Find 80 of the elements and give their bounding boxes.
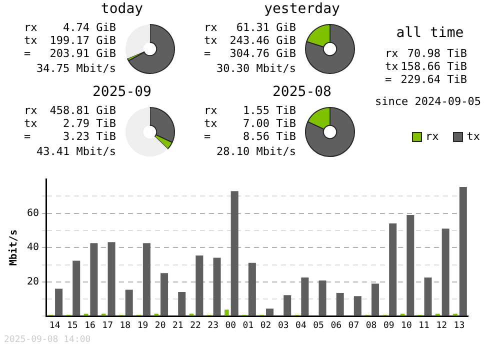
text: 43.41 Mbit/s	[36, 144, 116, 158]
bar	[72, 260, 80, 316]
bar	[90, 243, 98, 316]
chart-title: 2025-08	[271, 84, 332, 100]
x-tick-label: 18	[120, 320, 131, 331]
text: rx 4.74 GiB	[24, 21, 116, 34]
text: = 8.56 TiB	[204, 130, 296, 143]
x-tick-label: 00	[225, 320, 236, 331]
text: 28.10 Mbit/s	[216, 144, 296, 158]
text: rx 61.31 GiB	[204, 21, 296, 34]
x-tick-label: 11	[418, 320, 430, 331]
text: 34.75 Mbit/s	[36, 62, 116, 75]
bar	[196, 255, 204, 316]
text: = 304.76 GiB	[204, 47, 296, 60]
bar	[248, 262, 256, 316]
text: since 2024-09-05	[375, 94, 481, 108]
bar	[284, 295, 292, 316]
legend-label: rx	[426, 130, 439, 143]
bar	[459, 187, 467, 316]
chart-title: yesterday	[263, 1, 341, 17]
x-tick-label: 09	[383, 320, 394, 331]
x-tick-label: 12	[436, 320, 448, 331]
text: rx 70.98 TiB	[384, 47, 467, 60]
text: tx 158.66 TiB	[384, 60, 467, 73]
text: 30.30 Mbit/s	[216, 62, 296, 75]
x-tick-label: 15	[66, 320, 78, 331]
bar	[142, 243, 150, 316]
text: tx 199.17 GiB	[23, 34, 116, 47]
x-tick-label: 07	[348, 320, 360, 331]
bar	[424, 277, 432, 316]
x-tick-label: 19	[137, 320, 148, 331]
bar	[224, 310, 229, 316]
y-tick-label: 40	[26, 242, 40, 254]
x-tick-label: 03	[278, 320, 289, 331]
text: rx 1.55 TiB	[204, 104, 296, 117]
x-tick-label: 06	[330, 320, 342, 331]
text: tx 243.46 GiB	[203, 34, 296, 47]
text: tx 2.79 TiB	[24, 116, 116, 130]
bar	[230, 191, 238, 316]
x-tick-label: 10	[401, 320, 412, 331]
x-tick-label: 16	[84, 320, 96, 331]
y-axis-title: Mbit/s	[8, 230, 20, 266]
bar	[318, 280, 326, 316]
x-tick-label: 17	[102, 320, 113, 331]
text: = 203.91 GiB	[24, 47, 116, 60]
x-tick-label: 21	[172, 320, 184, 331]
x-tick-label: 02	[260, 320, 272, 331]
chart-title: 2025-09	[91, 84, 152, 100]
bar	[213, 258, 221, 316]
legend-label: tx	[466, 130, 480, 143]
chart-title: today	[100, 1, 144, 17]
x-tick-label: 08	[366, 320, 377, 331]
x-tick-label: 04	[296, 320, 306, 331]
bar	[336, 293, 344, 316]
bar	[125, 290, 133, 316]
text: all time	[395, 25, 465, 41]
bar	[389, 223, 397, 316]
x-tick-label: 13	[454, 320, 465, 331]
text: = 229.64 TiB	[384, 73, 467, 86]
bar	[160, 273, 168, 316]
text: tx 7.00 TiB	[204, 116, 296, 130]
y-tick-label: 60	[26, 208, 40, 219]
bar	[266, 308, 274, 316]
bar	[442, 228, 450, 316]
bar	[178, 292, 186, 316]
x-tick-label: 23	[208, 320, 218, 331]
bar	[354, 296, 362, 316]
x-tick-label: 05	[313, 320, 324, 331]
bar	[301, 277, 309, 316]
bar	[108, 242, 116, 316]
text: rx 458.81 GiB	[23, 104, 116, 118]
x-tick-label: 20	[154, 320, 166, 331]
x-tick-label: 22	[190, 320, 201, 331]
x-tick-label: 14	[49, 320, 60, 331]
bar	[406, 215, 414, 316]
x-tick-label: 01	[242, 320, 254, 331]
bar	[372, 284, 380, 316]
bar	[55, 288, 63, 316]
y-tick-label: 20	[26, 276, 40, 288]
text: = 3.23 TiB	[24, 130, 116, 143]
